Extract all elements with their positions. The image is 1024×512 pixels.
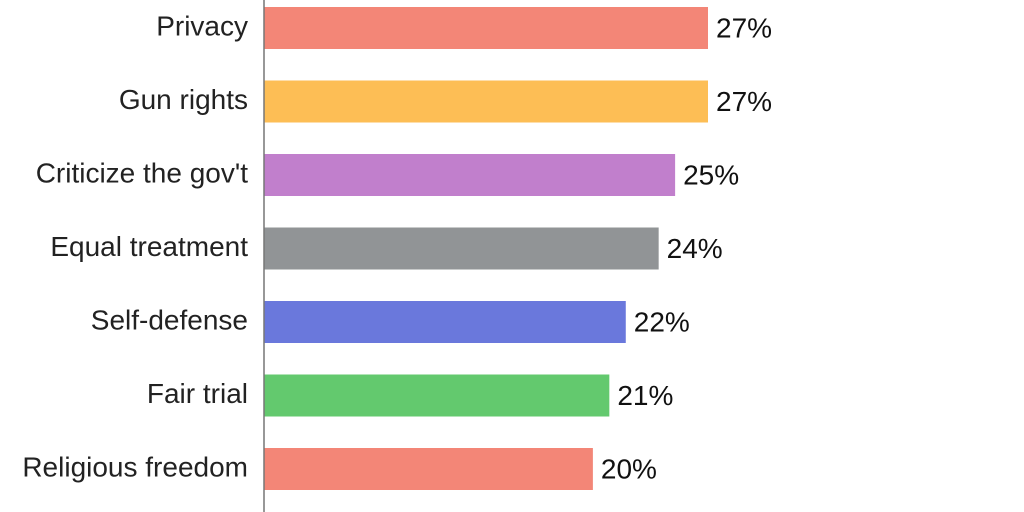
category-label: Self-defense <box>91 304 248 335</box>
value-label: 25% <box>683 159 739 190</box>
category-label: Fair trial <box>147 378 248 409</box>
bar-criticize-the-gov-t <box>264 154 676 196</box>
bar-religious-freedom <box>264 448 593 490</box>
category-label: Equal treatment <box>50 231 248 262</box>
value-label: 27% <box>716 12 772 43</box>
bar-privacy <box>264 7 708 49</box>
value-label: 22% <box>634 306 690 337</box>
category-label: Religious freedom <box>22 451 248 482</box>
bar-equal-treatment <box>264 227 659 270</box>
value-label: 24% <box>667 233 723 264</box>
bar-gun-rights <box>264 80 708 123</box>
bar-fair-trial <box>264 374 610 417</box>
value-label: 21% <box>617 380 673 411</box>
category-label: Privacy <box>156 10 248 41</box>
category-label: Criticize the gov't <box>36 157 249 188</box>
value-label: 20% <box>601 453 657 484</box>
value-label: 27% <box>716 86 772 117</box>
category-label: Gun rights <box>119 84 248 115</box>
bar-self-defense <box>264 301 626 343</box>
